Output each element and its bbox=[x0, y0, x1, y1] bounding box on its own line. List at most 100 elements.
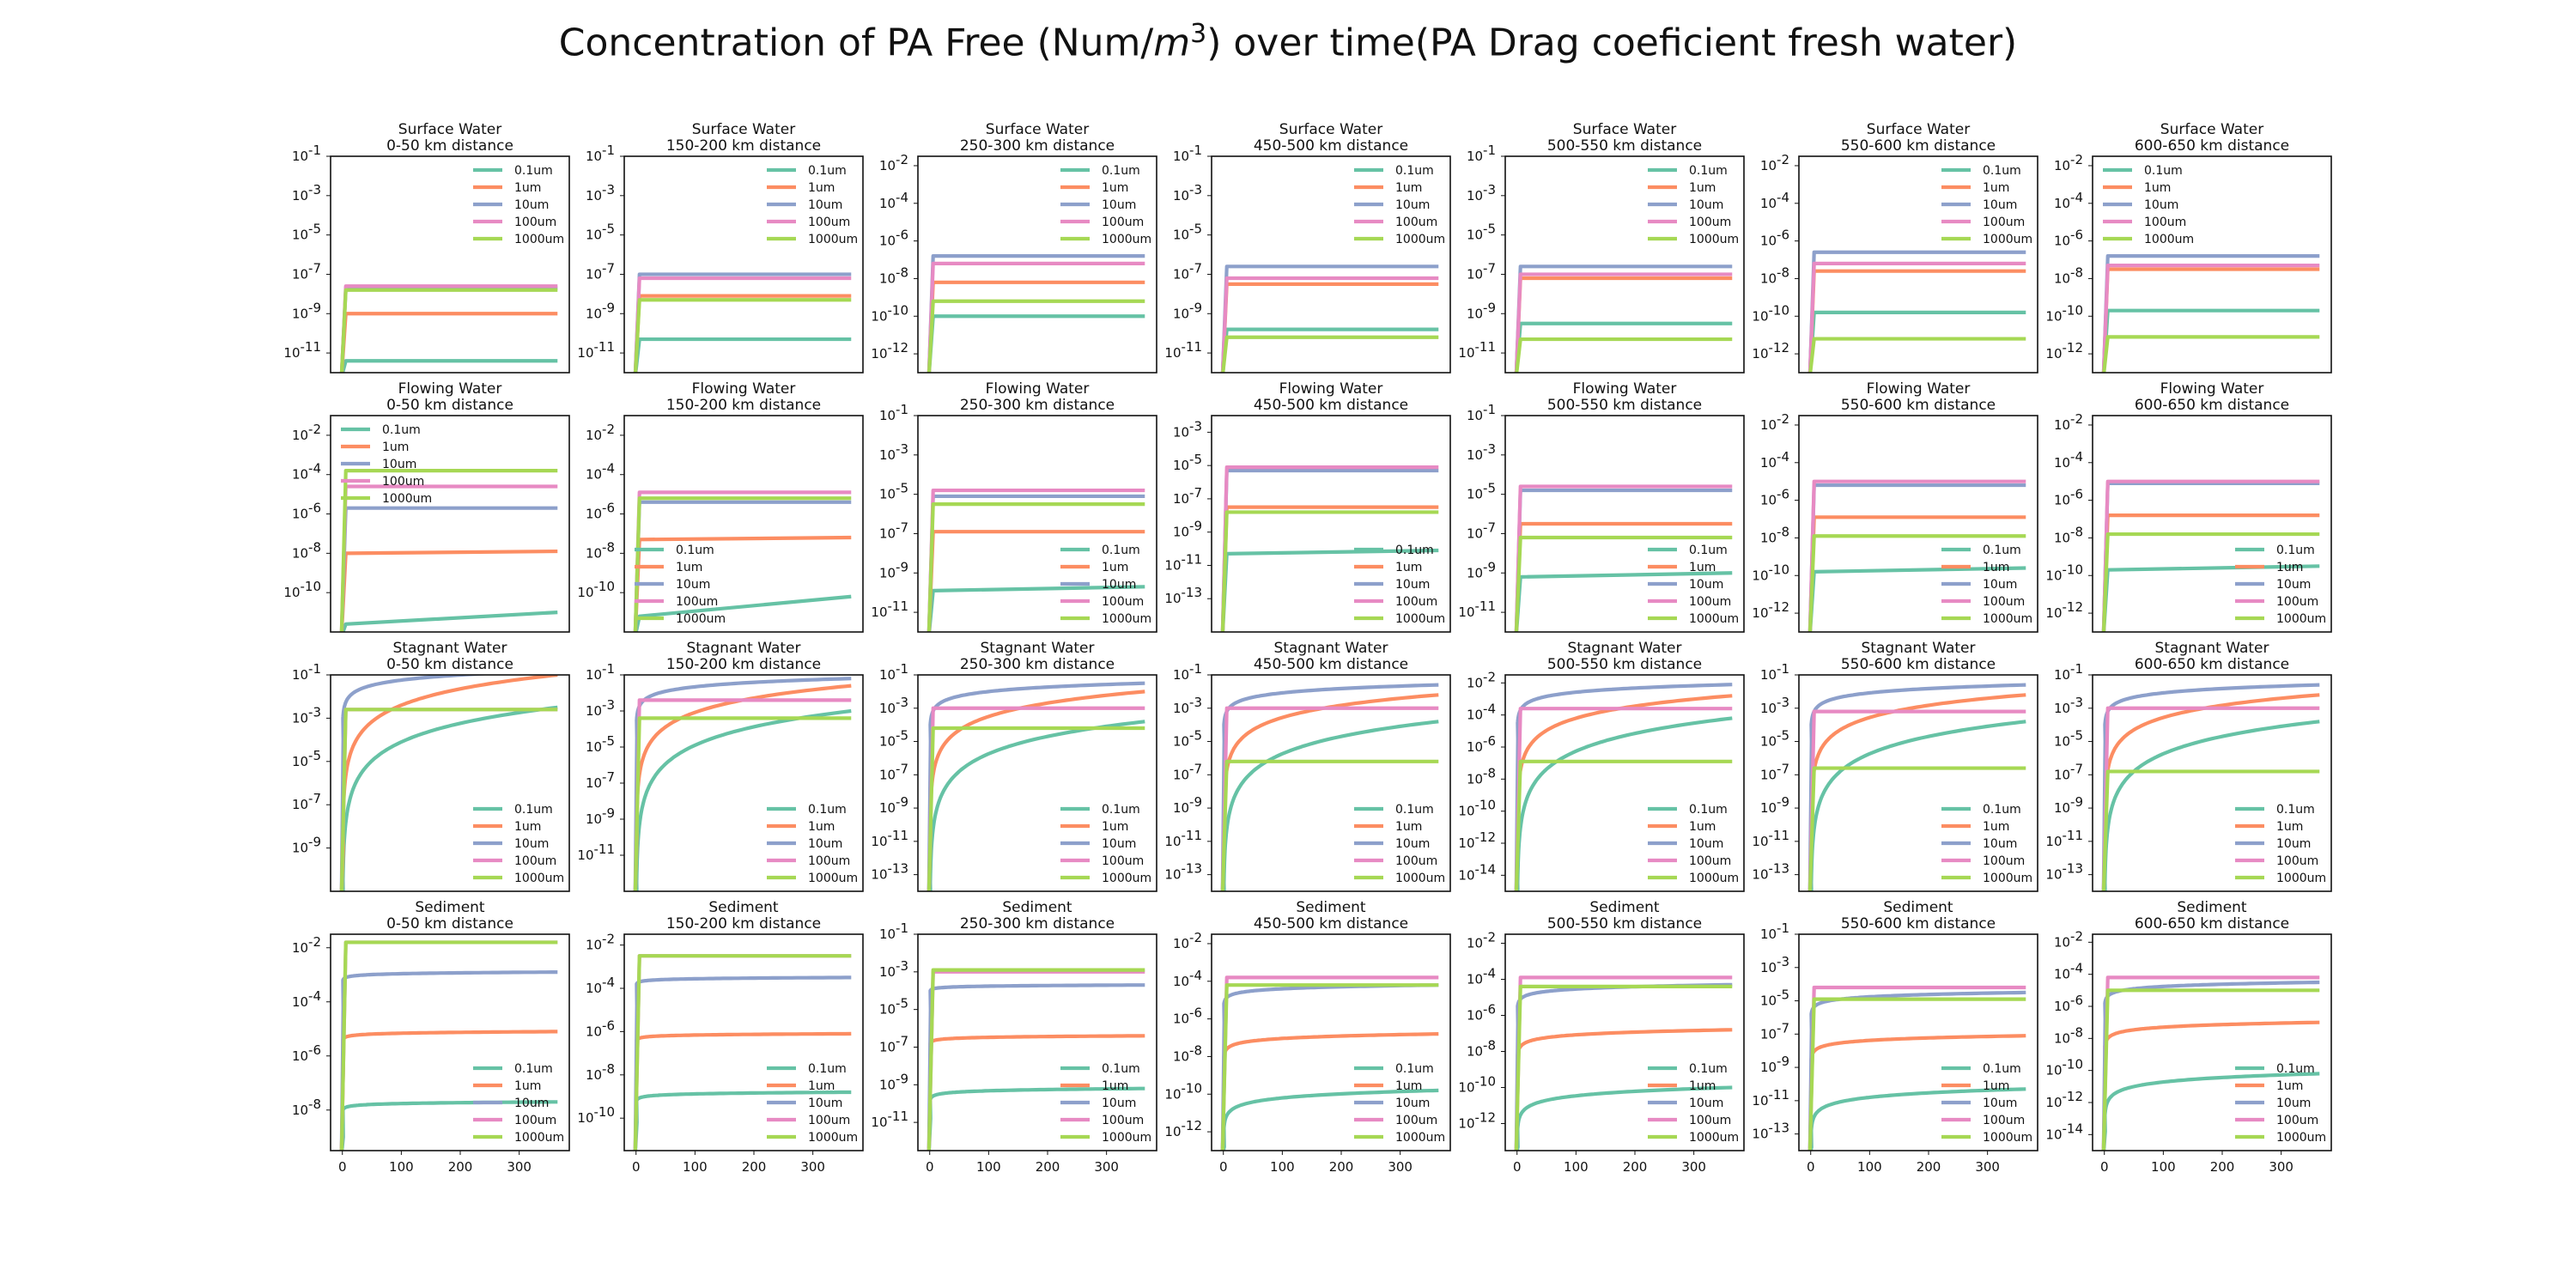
legend-label: 100um bbox=[1689, 1114, 1731, 1127]
series-line-10um bbox=[633, 500, 852, 632]
legend-label: 1000um bbox=[676, 612, 726, 626]
x-tick-label: 300 bbox=[2269, 1159, 2293, 1175]
legend-label: 10um bbox=[1395, 1097, 1430, 1110]
y-tick-label: 10-2 bbox=[1173, 930, 1202, 951]
x-tick-label: 100 bbox=[1270, 1159, 1295, 1175]
legend-label: 0.1um bbox=[514, 1062, 553, 1076]
title-prefix: Concentration of PA Free (Num/ bbox=[558, 21, 1154, 65]
series-line-1um bbox=[633, 294, 852, 373]
y-tick-label: 10-1 bbox=[1173, 661, 1202, 683]
y-tick-label: 10-5 bbox=[879, 728, 908, 750]
panel-title: Stagnant Water 0-50 km distance bbox=[386, 640, 513, 673]
series-line-1000um bbox=[2102, 335, 2320, 373]
y-tick-label: 10-5 bbox=[1173, 728, 1202, 750]
x-tick-label: 200 bbox=[448, 1159, 473, 1175]
x-tick-label: 300 bbox=[507, 1159, 532, 1175]
legend: 0.1um 1um 10um 100um 1000um bbox=[1648, 544, 1739, 626]
legend-label: 10um bbox=[676, 578, 710, 592]
panel-title: Sediment 150-200 km distance bbox=[666, 899, 821, 933]
panel: Surface Water 550-600 km distance 10-2 10-4… bbox=[1752, 121, 2038, 374]
axes-frame bbox=[1504, 674, 1745, 892]
axes-frame bbox=[1798, 415, 2038, 633]
panel: Sediment 450-500 km distance 10-2 10-4 10-6 1… bbox=[1164, 899, 1451, 1175]
series-line-0.1um bbox=[1809, 720, 2026, 891]
y-tick-label: 10-10 bbox=[2045, 1057, 2083, 1078]
series-line-1000um bbox=[1221, 335, 1439, 373]
panel-title: Stagnant Water 450-500 km distance bbox=[1254, 640, 1408, 673]
series-line-0.1um bbox=[634, 594, 852, 632]
axes-frame bbox=[1504, 933, 1745, 1151]
axes-frame bbox=[1504, 415, 1745, 633]
legend: 0.1um 1um 10um 100um 1000um bbox=[767, 1062, 858, 1145]
y-tick-label: 10-6 bbox=[1467, 733, 1496, 755]
series-line-1um bbox=[927, 280, 1145, 373]
series-line-1um bbox=[1220, 1032, 1439, 1151]
y-tick-label: 10-1 bbox=[586, 143, 615, 164]
legend-label: 10um bbox=[1689, 198, 1723, 212]
y-tick-label: 10-7 bbox=[292, 260, 321, 282]
legend-label: 1um bbox=[1983, 181, 2009, 195]
legend: 0.1um 1um 10um 100um 1000um bbox=[1354, 164, 1445, 246]
axes-frame bbox=[917, 933, 1157, 1151]
title-suffix: ) over time(PA Drag coeficient fresh wat… bbox=[1206, 21, 2018, 65]
legend: 0.1um 1um 10um 100um 1000um bbox=[635, 544, 726, 626]
series-line-1000um bbox=[1515, 337, 1733, 373]
x-tick-label: 100 bbox=[683, 1159, 708, 1175]
x-tick-label: 200 bbox=[742, 1159, 767, 1175]
y-tick-label: 10-2 bbox=[292, 934, 321, 956]
panel: Flowing Water 450-500 km distance 10-3 10-5… bbox=[1164, 380, 1451, 633]
series-line-1um bbox=[339, 312, 558, 373]
series-group bbox=[633, 272, 852, 373]
legend-label: 1000um bbox=[1395, 872, 1445, 885]
y-tick-label: 10-5 bbox=[1760, 987, 1789, 1009]
series-line-1um bbox=[1514, 1028, 1733, 1151]
y-tick-label: 10-7 bbox=[879, 1033, 908, 1054]
series-line-0.1um bbox=[635, 708, 852, 891]
legend-label: 100um bbox=[1102, 216, 1144, 229]
y-tick-label: 10-10 bbox=[1752, 562, 1789, 583]
panel-title: Flowing Water 450-500 km distance bbox=[1254, 380, 1408, 414]
y-tick-label: 10-2 bbox=[586, 422, 615, 443]
series-group bbox=[2101, 683, 2320, 891]
legend: 0.1um 1um 10um 100um 1000um bbox=[1060, 803, 1151, 885]
legend-label: 10um bbox=[808, 837, 842, 851]
panel-title: Surface Water 450-500 km distance bbox=[1254, 121, 1408, 155]
legend-label: 1000um bbox=[1102, 872, 1151, 885]
legend-label: 0.1um bbox=[1102, 803, 1140, 817]
panel: Stagnant Water 0-50 km distance 10-1 10-3 10… bbox=[292, 640, 570, 892]
panel-title: Stagnant Water 500-550 km distance bbox=[1547, 640, 1702, 673]
y-tick-label: 10-1 bbox=[879, 402, 908, 423]
y-tick-label: 10-12 bbox=[1458, 829, 1496, 851]
y-tick-label: 10-4 bbox=[1467, 702, 1496, 723]
panel-title: Sediment 450-500 km distance bbox=[1254, 899, 1408, 933]
x-tick-label: 300 bbox=[1388, 1159, 1413, 1175]
y-tick-label: 10-12 bbox=[1752, 340, 1789, 361]
legend-label: 100um bbox=[808, 216, 850, 229]
legend-label: 1000um bbox=[382, 492, 432, 506]
series-line-1000um bbox=[1514, 984, 1733, 1151]
panel: Stagnant Water 500-550 km distance 10-2 10-… bbox=[1458, 640, 1745, 892]
series-group bbox=[1807, 250, 2026, 373]
y-tick-label: 10-8 bbox=[586, 539, 615, 561]
y-tick-label: 10-5 bbox=[586, 222, 615, 243]
y-tick-label: 10-11 bbox=[1164, 551, 1202, 573]
legend-label: 1um bbox=[1102, 181, 1128, 195]
y-tick-label: 10-12 bbox=[1164, 1118, 1202, 1139]
y-tick-label: 10-1 bbox=[292, 661, 321, 683]
legend-label: 0.1um bbox=[2276, 1062, 2315, 1076]
legend-label: 1000um bbox=[2276, 1131, 2326, 1145]
y-tick-label: 10-11 bbox=[871, 828, 908, 849]
y-tick-label: 10-13 bbox=[1164, 861, 1202, 883]
legend-label: 10um bbox=[1689, 578, 1723, 592]
series-group bbox=[633, 490, 852, 632]
legend-label: 10um bbox=[1102, 1097, 1136, 1110]
y-tick-label: 10-8 bbox=[586, 1061, 615, 1083]
panel-title: Flowing Water 600-650 km distance bbox=[2135, 380, 2289, 414]
axes-frame bbox=[330, 415, 570, 633]
panel: Stagnant Water 150-200 km distance 10-1 10-… bbox=[577, 640, 864, 892]
legend-label: 1000um bbox=[1395, 233, 1445, 246]
y-tick-label: 10-6 bbox=[1467, 1002, 1496, 1024]
panel: Surface Water 0-50 km distance 10-1 10-3 10-… bbox=[283, 121, 570, 374]
legend-label: 1000um bbox=[2276, 612, 2326, 626]
series-line-0.1um bbox=[340, 359, 558, 373]
